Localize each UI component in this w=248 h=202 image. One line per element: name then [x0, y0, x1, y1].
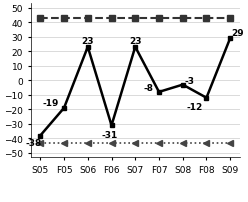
LCL = -43 — [157, 142, 160, 144]
UCL = 43 — [181, 17, 184, 20]
LCL = -43 — [39, 142, 42, 144]
LCL = -43 — [62, 142, 65, 144]
Text: -31: -31 — [101, 130, 117, 139]
Text: 23: 23 — [82, 37, 94, 46]
UCL = 43 — [134, 17, 137, 20]
Text: 23: 23 — [129, 37, 142, 46]
LCL = -43 — [181, 142, 184, 144]
UCL = 43 — [229, 17, 232, 20]
Text: -12: -12 — [186, 102, 203, 111]
Line: LCL = -43: LCL = -43 — [37, 140, 233, 146]
LCL = -43 — [110, 142, 113, 144]
Text: 29: 29 — [231, 29, 244, 38]
Sum(sign*rank) — [110, 124, 113, 127]
Text: -3: -3 — [185, 76, 195, 85]
UCL = 43 — [205, 17, 208, 20]
Sum(sign*rank) — [205, 97, 208, 99]
UCL = 43 — [86, 17, 89, 20]
LCL = -43 — [134, 142, 137, 144]
Sum(sign*rank) — [86, 46, 89, 49]
UCL = 43 — [157, 17, 160, 20]
LCL = -43 — [86, 142, 89, 144]
UCL = 43 — [110, 17, 113, 20]
Line: UCL = 43: UCL = 43 — [37, 15, 234, 22]
Sum(sign*rank) — [181, 84, 184, 86]
Text: -19: -19 — [43, 98, 59, 107]
Text: -8: -8 — [143, 84, 153, 93]
Text: -38: -38 — [25, 139, 41, 148]
Sum(sign*rank) — [157, 91, 160, 94]
Sum(sign*rank) — [62, 107, 65, 109]
UCL = 43 — [39, 17, 42, 20]
Sum(sign*rank) — [39, 135, 42, 137]
Sum(sign*rank) — [229, 38, 232, 40]
Line: Sum(sign*rank): Sum(sign*rank) — [38, 37, 233, 138]
LCL = -43 — [229, 142, 232, 144]
LCL = -43 — [205, 142, 208, 144]
Sum(sign*rank) — [134, 46, 137, 49]
UCL = 43 — [62, 17, 65, 20]
